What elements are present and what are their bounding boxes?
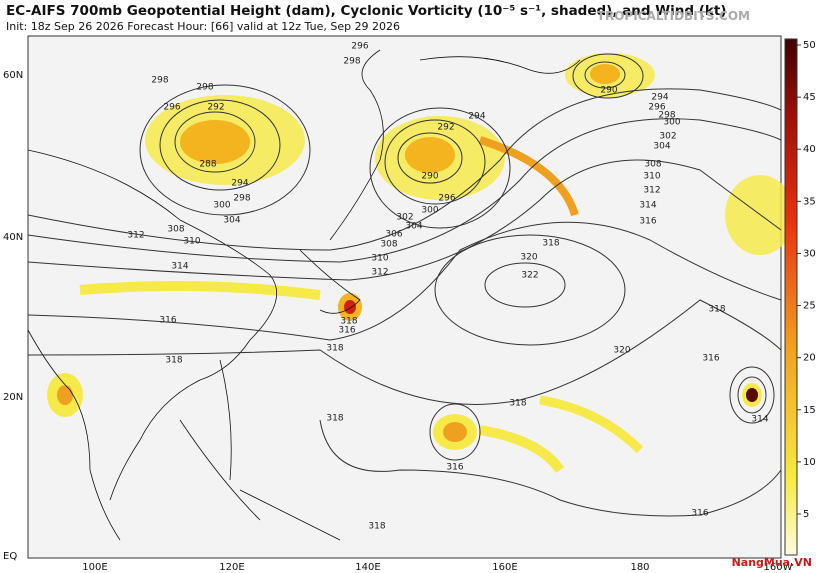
contour-label: 310 bbox=[183, 237, 200, 247]
contour-label: 314 bbox=[171, 262, 188, 272]
contour-label: 304 bbox=[653, 142, 670, 152]
colorbar-label: 20 bbox=[803, 353, 816, 364]
contour-label: 318 bbox=[340, 317, 357, 327]
contour-label: 308 bbox=[167, 225, 184, 235]
contour-label: 312 bbox=[127, 231, 144, 241]
lon-label: 100E bbox=[82, 562, 107, 573]
contour-label: 290 bbox=[600, 86, 617, 96]
contour-label: 316 bbox=[702, 354, 719, 364]
watermark: NangMua.VN bbox=[732, 556, 812, 569]
colorbar-label: 50 bbox=[803, 40, 816, 51]
contour-label: 294 bbox=[468, 112, 485, 122]
contour-label: 306 bbox=[385, 230, 402, 240]
contour-label: 294 bbox=[651, 93, 668, 103]
contour-label: 316 bbox=[691, 509, 708, 519]
colorbar-label: 25 bbox=[803, 301, 816, 312]
contour-label: 316 bbox=[639, 217, 656, 227]
contour-label: 296 bbox=[163, 103, 180, 113]
contour-label: 308 bbox=[644, 160, 661, 170]
contour-label: 316 bbox=[338, 326, 355, 336]
contour-label: 298 bbox=[343, 57, 360, 67]
lon-label: 140E bbox=[355, 562, 380, 573]
colorbar-label: 10 bbox=[803, 457, 816, 468]
title: EC-AIFS 700mb Geopotential Height (dam),… bbox=[6, 3, 727, 19]
contour-label: 312 bbox=[371, 268, 388, 278]
contour-label: 316 bbox=[159, 316, 176, 326]
contour-label: 304 bbox=[405, 222, 422, 232]
lat-label: EQ bbox=[3, 551, 17, 562]
contour-label: 318 bbox=[542, 239, 559, 249]
colorbar-label: 35 bbox=[803, 196, 816, 207]
contour-label: 294 bbox=[231, 179, 248, 189]
contour-label: 296 bbox=[351, 42, 368, 52]
contour-label: 300 bbox=[421, 206, 438, 216]
colorbar-label: 5 bbox=[803, 509, 809, 520]
contour-label: 298 bbox=[233, 194, 250, 204]
lon-label: 160E bbox=[492, 562, 517, 573]
contour-label: 318 bbox=[326, 414, 343, 424]
axis-labels: 60N 40N 20N EQ 100E 120E 140E 160E 180 160W bbox=[3, 70, 793, 573]
contour-label: 320 bbox=[520, 253, 537, 263]
lon-label: 160W bbox=[764, 562, 793, 573]
contour-label: 312 bbox=[643, 186, 660, 196]
contour-label: 298 bbox=[151, 76, 168, 86]
contour-label: 314 bbox=[751, 415, 768, 425]
contour-label: 302 bbox=[659, 132, 676, 142]
lat-label: 60N bbox=[3, 70, 23, 81]
contour-label: 310 bbox=[643, 172, 660, 182]
contour-label: 308 bbox=[380, 240, 397, 250]
contour-label: 318 bbox=[708, 305, 725, 315]
colorbar-label: 30 bbox=[803, 248, 816, 259]
contour-label: 296 bbox=[648, 103, 665, 113]
contour-label: 318 bbox=[368, 522, 385, 532]
subtitle: Init: 18z Sep 26 2026 Forecast Hour: [66… bbox=[6, 20, 400, 33]
source: TROPICALTIDBITS.COM bbox=[597, 9, 750, 23]
contour-label: 290 bbox=[421, 172, 438, 182]
contour-label: 318 bbox=[509, 399, 526, 409]
contour-label: 292 bbox=[207, 103, 224, 113]
contour-label: 292 bbox=[437, 123, 454, 133]
contour-label: 288 bbox=[199, 160, 216, 170]
height-contours bbox=[27, 53, 782, 517]
contour-label: 298 bbox=[658, 111, 675, 121]
contour-label: 322 bbox=[521, 271, 538, 281]
vorticity-shading bbox=[47, 53, 795, 473]
contour-label: 316 bbox=[446, 463, 463, 473]
contour-label: 318 bbox=[326, 344, 343, 354]
contour-label: 300 bbox=[663, 118, 680, 128]
contour-label: 304 bbox=[223, 216, 240, 226]
contour-label: 314 bbox=[639, 201, 656, 211]
contour-label: 298 bbox=[196, 83, 213, 93]
contour-label: 296 bbox=[438, 194, 455, 204]
lon-label: 180 bbox=[630, 562, 649, 573]
colorbar-label: 45 bbox=[803, 92, 816, 103]
lat-label: 20N bbox=[3, 392, 23, 403]
contour-label: 310 bbox=[371, 254, 388, 264]
colorbar-label: 40 bbox=[803, 144, 816, 155]
coastlines bbox=[27, 49, 581, 541]
contour-label: 302 bbox=[396, 213, 413, 223]
colorbar: 5 10 15 20 25 30 35 40 45 50 bbox=[784, 38, 816, 556]
lat-label: 40N bbox=[3, 232, 23, 243]
colorbar-scale bbox=[784, 38, 798, 556]
contour-label: 300 bbox=[213, 201, 230, 211]
contour-label: 318 bbox=[165, 356, 182, 366]
lon-label: 120E bbox=[219, 562, 244, 573]
colorbar-label: 15 bbox=[803, 405, 816, 416]
contour-label: 320 bbox=[613, 346, 630, 356]
